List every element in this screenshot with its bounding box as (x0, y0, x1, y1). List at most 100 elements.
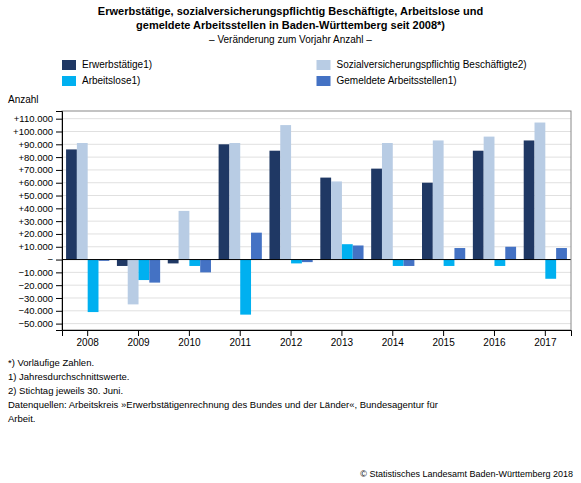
bar (219, 144, 230, 259)
bar (353, 245, 364, 259)
bar (454, 248, 465, 260)
y-tick-label: −20.000 (18, 280, 53, 291)
y-tick-label: +110.000 (14, 113, 53, 124)
grid-line (62, 195, 571, 196)
chart: Erwerbstätige, sozialversicherungspflich… (0, 0, 581, 483)
grid-line (62, 246, 571, 247)
y-tick: −40.000 (18, 305, 62, 316)
x-tick: 2015 (432, 330, 455, 348)
y-axis-label: Anzahl (8, 94, 39, 105)
legend-label: Arbeitslose1) (82, 75, 140, 86)
bar (128, 260, 139, 305)
y-tick: +60.000 (18, 177, 62, 188)
bar (179, 211, 190, 260)
footnote: *) Vorläufige Zahlen. (8, 357, 94, 368)
y-tick: −30.000 (18, 293, 62, 304)
x-axis: 2008200920102011201220132014201520162017 (63, 330, 572, 348)
bar (484, 137, 495, 260)
title: Erwerbstätige, sozialversicherungspflich… (98, 5, 483, 17)
y-axis-line (56, 112, 63, 331)
grid-line (62, 144, 571, 145)
bar (473, 151, 484, 260)
grid-line (62, 182, 571, 183)
y-tick-label: +10.000 (18, 241, 53, 252)
x-tick: 2011 (229, 330, 251, 348)
legend-label: Gemeldete Arbeitsstellen1) (337, 75, 457, 86)
y-tick-label: +80.000 (18, 152, 53, 163)
subtitle: – Veränderung zum Vorjahr Anzahl – (209, 34, 372, 45)
bar (117, 260, 128, 266)
x-tick-label: 2013 (331, 337, 354, 348)
x-axis-line (63, 331, 572, 337)
bar (189, 260, 200, 266)
bar (371, 169, 382, 260)
x-tick-label: 2010 (178, 337, 201, 348)
bar (280, 125, 291, 259)
x-tick-mark (189, 330, 190, 336)
y-tick: +20.000 (18, 228, 62, 239)
copyright: © Statistisches Landesamt Baden-Württemb… (360, 469, 573, 479)
y-tick: +30.000 (18, 216, 62, 227)
bar (505, 247, 516, 260)
bar (168, 260, 179, 264)
y-tick-mark (56, 221, 62, 222)
y-tick-label: −30.000 (18, 293, 53, 304)
x-tick-mark (545, 330, 546, 336)
x-tick-label: 2017 (534, 337, 557, 348)
x-tick: 2010 (178, 330, 201, 348)
legend-label: Sozialversicherungspflichtig Beschäftigt… (337, 59, 527, 70)
y-tick: +50.000 (18, 190, 62, 201)
bar (404, 260, 415, 266)
x-tick: 2017 (534, 330, 557, 348)
x-tick-label: 2008 (77, 337, 100, 348)
bar (382, 143, 393, 260)
x-tick: 2008 (77, 330, 100, 348)
x-tick-label: 2009 (127, 337, 150, 348)
bar (494, 260, 505, 266)
bars (66, 123, 567, 315)
y-tick-label: −50.000 (18, 318, 53, 329)
bar-series (66, 140, 534, 266)
bar (291, 260, 302, 264)
x-tick: 2016 (483, 330, 506, 348)
bar (269, 151, 280, 260)
x-tick-label: 2012 (280, 337, 303, 348)
x-tick-mark (494, 330, 495, 336)
y-tick-label: −40.000 (18, 305, 53, 316)
x-tick: 2012 (280, 330, 303, 348)
y-tick: +80.000 (18, 152, 62, 163)
zero-line (62, 259, 571, 260)
y-tick: −10.000 (18, 267, 62, 278)
bar (88, 260, 99, 313)
y-tick-mark (56, 285, 62, 286)
grid-line (62, 208, 571, 209)
x-tick-mark (240, 330, 241, 336)
y-tick-mark (56, 119, 62, 120)
x-tick: 2009 (127, 330, 150, 348)
y-tick-mark (56, 157, 62, 158)
grid (62, 119, 571, 324)
bar-series (98, 233, 566, 283)
y-tick-mark (56, 131, 62, 132)
bar (556, 248, 567, 260)
legend-swatch (317, 60, 331, 70)
y-tick: +100.000 (13, 126, 62, 137)
y-tick-mark (56, 208, 62, 209)
y-tick-mark (56, 272, 62, 273)
bar (320, 178, 331, 260)
y-tick-mark (56, 247, 62, 248)
grid-line (62, 118, 571, 119)
y-tick: −50.000 (18, 318, 62, 329)
y-tick-label: +100.000 (13, 126, 53, 137)
bar (331, 181, 342, 259)
y-tick: +110.000 (14, 113, 62, 124)
y-tick-label: +50.000 (18, 190, 53, 201)
bar (393, 260, 404, 266)
bar (66, 149, 77, 259)
bar (139, 260, 150, 280)
x-tick-label: 2015 (432, 337, 455, 348)
footnote: Arbeit. (8, 413, 35, 424)
grid-line (62, 259, 571, 260)
bar (444, 260, 455, 266)
y-tick-label: −10.000 (18, 267, 53, 278)
